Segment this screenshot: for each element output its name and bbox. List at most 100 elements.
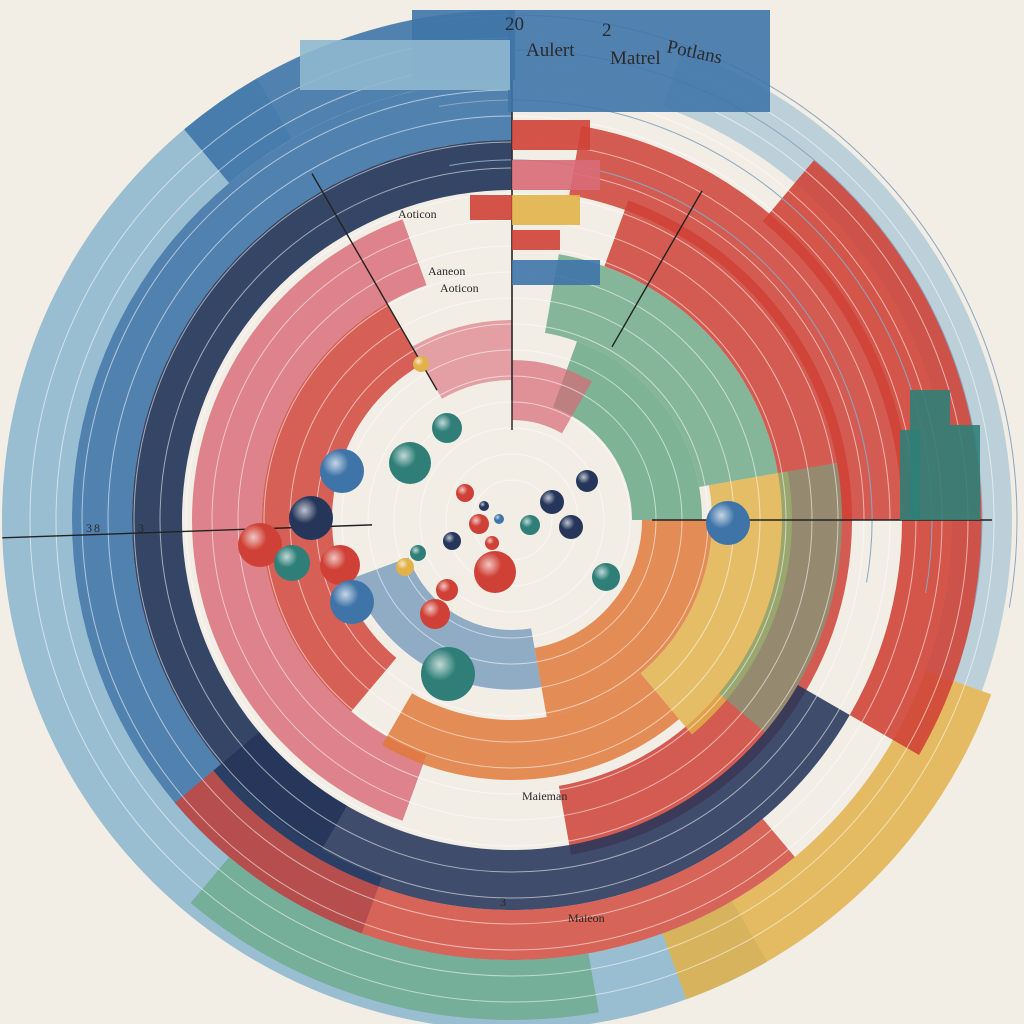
ring-band-12 [191, 219, 427, 821]
bubble-15 [443, 532, 461, 550]
bubble-5 [274, 545, 310, 581]
bubble-cluster [238, 356, 750, 701]
ring-band-17 [534, 520, 712, 717]
bubble-highlight [470, 514, 482, 527]
bar-2 [300, 40, 510, 90]
bottom-word-1-label: Maieman [522, 789, 567, 803]
top-number-2-label: 2 [602, 20, 612, 41]
bubble-9 [474, 551, 516, 593]
bubble-18 [559, 515, 583, 539]
ring-band-10 [174, 770, 795, 960]
bubble-1 [389, 442, 431, 484]
bubble-3 [289, 496, 333, 540]
top-word-2-label: Matrel [610, 48, 661, 69]
bubble-20 [706, 501, 750, 545]
ring-band-15 [544, 254, 778, 488]
bar-7 [512, 230, 560, 250]
ring-band-22 [512, 360, 592, 434]
ring-band-4 [662, 670, 992, 1000]
bubble-21 [592, 563, 620, 591]
ring-band-14 [553, 341, 702, 520]
center-word-3-label: Aoticon [440, 281, 479, 295]
bubble-highlight [456, 484, 468, 496]
bubble-highlight [494, 514, 501, 521]
radial-bars [300, 10, 980, 520]
left-number-3-label: 3 [138, 521, 144, 535]
bubble-0 [320, 449, 364, 493]
bubble-highlight [391, 443, 417, 469]
ring-band-21 [412, 320, 512, 399]
bubble-highlight [443, 532, 455, 544]
bar-1 [508, 10, 770, 112]
bubble-highlight [708, 502, 735, 529]
bubble-highlight [322, 450, 349, 477]
bar-6 [512, 195, 580, 225]
bubble-19 [576, 470, 598, 492]
bubble-highlight [275, 545, 298, 568]
ring-band-2 [71, 80, 513, 934]
bubble-highlight [413, 356, 424, 367]
bottom-word-2-label: Maieon [568, 911, 605, 925]
bar-8 [512, 260, 600, 285]
ring-band-11 [190, 857, 599, 1020]
ring-band-9 [213, 685, 850, 911]
bar-10 [950, 425, 980, 520]
bubble-22 [396, 558, 414, 576]
bubble-16 [520, 515, 540, 535]
bubble-highlight [421, 599, 440, 618]
left-number-1-label: 3 [86, 521, 92, 535]
bubble-highlight [322, 546, 346, 570]
bubble-25 [479, 501, 489, 511]
ring-band-20 [718, 462, 842, 733]
top-number-label: 20 [505, 14, 524, 35]
bubble-highlight [410, 545, 421, 555]
ring-band-16 [640, 471, 792, 735]
bubble-10 [420, 599, 450, 629]
bubble-highlight [396, 558, 408, 570]
bubble-24 [485, 536, 499, 550]
bubble-2 [432, 413, 462, 443]
bubble-highlight [593, 563, 611, 581]
bubble-highlight [485, 536, 495, 545]
bottom-number-label: 3 [500, 895, 506, 909]
ring-band-18 [382, 673, 680, 780]
bubble-8 [421, 647, 475, 701]
left-number-2-label: 8 [94, 521, 100, 535]
bubble-highlight [560, 515, 575, 530]
ring-bands [2, 10, 1012, 1024]
bubble-12 [413, 356, 429, 372]
top-word-1-label: Aulert [526, 40, 575, 61]
ring-band-3 [132, 140, 513, 850]
bubble-13 [456, 484, 474, 502]
bar-5 [512, 160, 600, 190]
bubble-highlight [332, 581, 359, 608]
bubble-highlight [240, 524, 267, 551]
bubble-highlight [521, 515, 533, 528]
ring-band-6 [762, 159, 982, 755]
ring-band-7 [569, 126, 912, 520]
bubble-6 [320, 545, 360, 585]
center-word-2-label: Aaneon [428, 264, 465, 278]
bubble-highlight [541, 490, 556, 505]
ring-band-13 [262, 303, 422, 712]
bubble-highlight [476, 552, 502, 578]
bubble-26 [494, 514, 504, 524]
bubble-highlight [437, 579, 451, 593]
spoke-4 [311, 173, 438, 391]
bubble-highlight [577, 470, 591, 484]
bar-3 [470, 195, 512, 220]
bubble-7 [330, 580, 374, 624]
bubble-highlight [423, 648, 457, 681]
bubble-17 [540, 490, 564, 514]
bubble-highlight [433, 413, 452, 432]
bar-4 [512, 120, 590, 150]
bubble-highlight [291, 497, 318, 524]
bubble-highlight [479, 501, 486, 508]
center-word-1-label: Aoticon [398, 207, 437, 221]
bar-11 [900, 430, 920, 520]
spoke-3 [611, 190, 703, 348]
bubble-4 [238, 523, 282, 567]
bubble-11 [436, 579, 458, 601]
